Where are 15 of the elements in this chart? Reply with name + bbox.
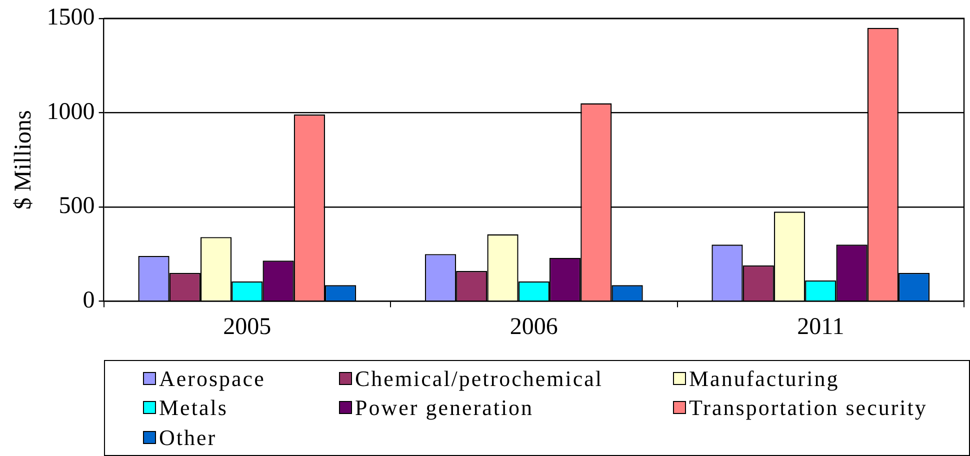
legend-label: Metals (159, 394, 228, 422)
y-tick-label: 1500 (46, 4, 95, 31)
x-tick-label: 2005 (223, 314, 272, 340)
y-tick-label: 500 (58, 193, 95, 220)
legend-label: Chemical/petrochemical (355, 365, 604, 392)
legend-label: Aerospace (159, 365, 266, 392)
x-tick-label: 2011 (797, 314, 844, 340)
legend-label: Manufacturing (689, 365, 840, 392)
y-tick-label: 0 (82, 287, 95, 314)
legend-label: Transportation security (689, 394, 928, 422)
legend-label: Other (159, 424, 217, 451)
legend-label: Power generation (355, 394, 534, 422)
x-tick-label: 2006 (510, 314, 558, 340)
y-tick-label: 1000 (46, 98, 95, 125)
y-axis-title: $ Millions (10, 110, 37, 210)
